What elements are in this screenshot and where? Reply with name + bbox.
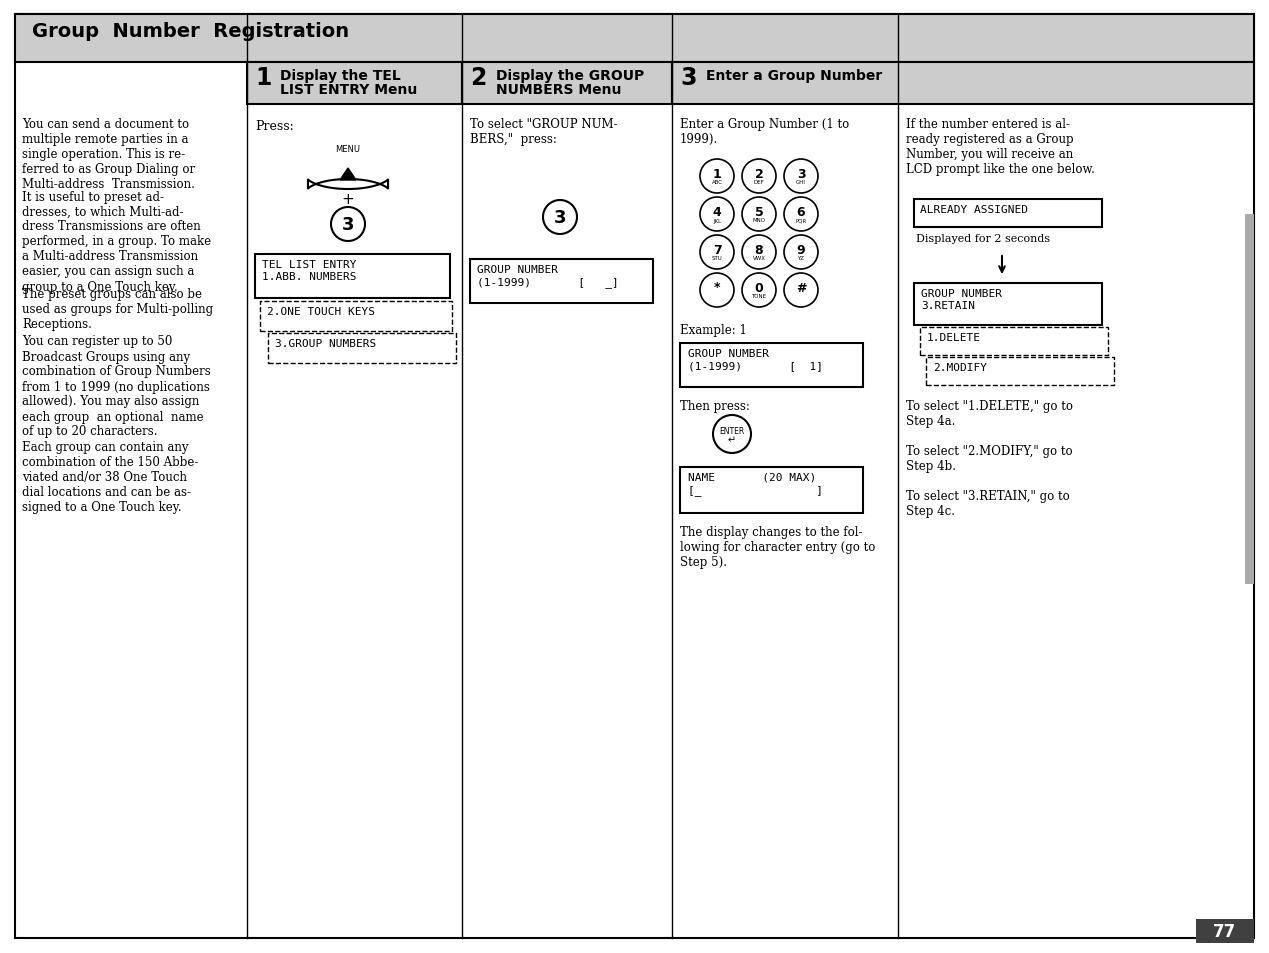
Text: To select "GROUP NUM-
BERS,"  press:: To select "GROUP NUM- BERS," press: <box>470 118 618 146</box>
Text: GROUP NUMBER
(1-1999)       [   _]: GROUP NUMBER (1-1999) [ _] <box>477 265 619 287</box>
Text: MNO: MNO <box>753 218 765 223</box>
Text: TONE: TONE <box>751 294 766 299</box>
Text: 0: 0 <box>755 281 764 294</box>
Text: 2: 2 <box>470 66 486 90</box>
Text: 6: 6 <box>797 205 806 218</box>
Text: You can send a document to
multiple remote parties in a
single operation. This i: You can send a document to multiple remo… <box>22 118 195 191</box>
Text: 77: 77 <box>1213 923 1236 940</box>
Text: 3: 3 <box>680 66 697 90</box>
Text: 1: 1 <box>713 168 721 180</box>
Text: 2: 2 <box>755 168 764 180</box>
Bar <box>920 328 1108 355</box>
Text: The preset groups can also be
used as groups for Multi-polling
Receptions.: The preset groups can also be used as gr… <box>22 288 213 331</box>
Text: 3.GROUP NUMBERS: 3.GROUP NUMBERS <box>275 338 376 349</box>
Text: 8: 8 <box>755 243 764 256</box>
Text: 4: 4 <box>713 205 721 218</box>
Text: DEF: DEF <box>754 180 764 185</box>
Text: Display the GROUP: Display the GROUP <box>496 69 645 83</box>
Text: MENU: MENU <box>335 145 360 153</box>
Text: 5: 5 <box>755 205 764 218</box>
Text: YZ: YZ <box>797 256 805 261</box>
Bar <box>15 15 1254 63</box>
Text: NUMBERS Menu: NUMBERS Menu <box>496 83 622 97</box>
Bar <box>470 260 654 304</box>
Bar <box>247 63 462 105</box>
Bar <box>673 63 1254 105</box>
Text: STU: STU <box>712 256 722 261</box>
Text: 3: 3 <box>341 215 354 233</box>
Text: GROUP NUMBER
(1-1999)       [  1]: GROUP NUMBER (1-1999) [ 1] <box>688 349 824 370</box>
Polygon shape <box>340 169 357 181</box>
Text: Group  Number  Registration: Group Number Registration <box>32 22 349 41</box>
Text: ALREADY ASSIGNED: ALREADY ASSIGNED <box>920 205 1028 214</box>
Bar <box>1195 919 1254 943</box>
Text: Press:: Press: <box>255 120 293 132</box>
Bar <box>1245 214 1254 584</box>
Text: 2.MODIFY: 2.MODIFY <box>933 363 987 373</box>
Bar <box>914 200 1101 228</box>
Bar <box>680 344 863 388</box>
Text: If the number entered is al-
ready registered as a Group
Number, you will receiv: If the number entered is al- ready regis… <box>906 118 1095 175</box>
Text: To select "1.DELETE," go to
Step 4a.

To select "2.MODIFY," go to
Step 4b.

To s: To select "1.DELETE," go to Step 4a. To … <box>906 399 1074 517</box>
Text: Display the TEL: Display the TEL <box>280 69 401 83</box>
Text: 3: 3 <box>553 209 566 227</box>
Text: 3: 3 <box>797 168 806 180</box>
Bar <box>926 357 1114 386</box>
Text: TEL LIST ENTRY
1.ABB. NUMBERS: TEL LIST ENTRY 1.ABB. NUMBERS <box>261 260 357 281</box>
Text: VWX: VWX <box>753 256 765 261</box>
Text: PQR: PQR <box>796 218 807 223</box>
Text: Example: 1: Example: 1 <box>680 324 747 336</box>
Text: Displayed for 2 seconds: Displayed for 2 seconds <box>916 233 1051 244</box>
Bar <box>260 302 452 332</box>
Text: You can register up to 50
Broadcast Groups using any
combination of Group Number: You can register up to 50 Broadcast Grou… <box>22 335 211 513</box>
Text: JKL: JKL <box>713 218 721 223</box>
Text: GROUP NUMBER
3.RETAIN: GROUP NUMBER 3.RETAIN <box>921 289 1003 311</box>
Text: *: * <box>713 281 721 294</box>
Text: The display changes to the fol-
lowing for character entry (go to
Step 5).: The display changes to the fol- lowing f… <box>680 525 876 568</box>
Text: 1.DELETE: 1.DELETE <box>926 333 981 343</box>
Bar <box>462 63 673 105</box>
Text: Then press:: Then press: <box>680 399 750 413</box>
Text: +: + <box>341 193 354 208</box>
Bar <box>268 334 456 364</box>
Text: #: # <box>796 281 806 294</box>
Text: NAME       (20 MAX)
[_                 ]: NAME (20 MAX) [_ ] <box>688 473 824 495</box>
Text: GHI: GHI <box>796 180 806 185</box>
Text: 9: 9 <box>797 243 806 256</box>
Bar <box>255 254 450 298</box>
Bar <box>914 284 1101 326</box>
Text: 7: 7 <box>713 243 721 256</box>
Text: Enter a Group Number (1 to
1999).: Enter a Group Number (1 to 1999). <box>680 118 849 146</box>
Text: ↵: ↵ <box>728 435 736 444</box>
Text: 1: 1 <box>255 66 272 90</box>
Text: ENTER: ENTER <box>720 426 745 435</box>
Text: It is useful to preset ad-
dresses, to which Multi-ad-
dress Transmissions are o: It is useful to preset ad- dresses, to w… <box>22 191 211 294</box>
Text: 2.ONE TOUCH KEYS: 2.ONE TOUCH KEYS <box>266 307 376 316</box>
Bar <box>680 468 863 514</box>
Text: LIST ENTRY Menu: LIST ENTRY Menu <box>280 83 418 97</box>
Text: Enter a Group Number: Enter a Group Number <box>706 69 882 83</box>
Text: ABC: ABC <box>712 180 722 185</box>
